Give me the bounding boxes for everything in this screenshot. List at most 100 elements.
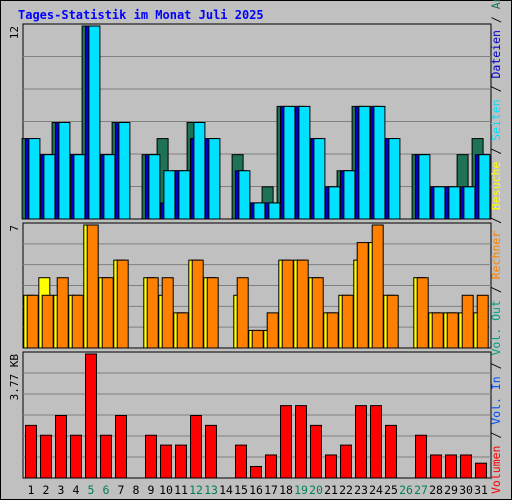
bar-seiten-day-24: [373, 105, 386, 220]
legend-entry: Dateien: [489, 30, 503, 78]
bar-rechner-day-2: [41, 294, 54, 349]
bar-volumen-day-4: [70, 434, 82, 479]
bar-volumen-day-29: [445, 454, 457, 479]
right-legend: Volumen / Vol. In / Vol. Out / Rechner /…: [489, 0, 503, 494]
x-tick-label: 28: [429, 483, 443, 497]
bar-rechner-day-11: [176, 312, 189, 349]
bar-seiten-day-29: [448, 186, 461, 220]
x-tick-label: 23: [354, 483, 368, 497]
bar-seiten-day-12: [193, 122, 206, 220]
bar-seiten-day-4: [73, 154, 86, 220]
bar-volumen-day-13: [205, 424, 217, 479]
bar-volumen-day-5: [85, 353, 97, 479]
x-tick-label: 16: [249, 483, 263, 497]
legend-entry: /: [489, 9, 503, 30]
bar-volumen-day-28: [430, 454, 442, 479]
x-tick-label: 14: [219, 483, 233, 497]
bar-seiten-day-30: [463, 186, 476, 220]
bar-rechner-day-20: [311, 277, 324, 349]
x-tick-label: 24: [369, 483, 383, 497]
bar-volumen-day-1: [25, 424, 37, 479]
bar-volumen-day-12: [190, 415, 202, 479]
bar-seiten-day-17: [268, 202, 281, 220]
bar-volumen-day-20: [310, 424, 322, 479]
bar-seiten-day-1: [28, 138, 41, 220]
y-max-label: 7: [8, 225, 21, 232]
bar-rechner-day-27: [416, 277, 429, 349]
x-tick-label: 22: [339, 483, 353, 497]
bar-rechner-day-7: [116, 259, 129, 349]
bar-seiten-day-21: [328, 186, 341, 220]
bar-seiten-day-27: [418, 154, 431, 220]
x-tick-label: 18: [279, 483, 293, 497]
x-tick-label: 5: [88, 483, 95, 497]
bar-volumen-day-18: [280, 405, 292, 479]
bar-volumen-day-27: [415, 434, 427, 479]
bar-volumen-day-9: [145, 434, 157, 479]
legend-entry: /: [489, 425, 503, 446]
bar-seiten-day-31: [478, 154, 491, 220]
bar-seiten-day-2: [43, 154, 56, 220]
bar-volumen-day-10: [160, 444, 172, 479]
bar-rechner-day-21: [326, 312, 339, 349]
bar-seiten-day-16: [253, 202, 266, 220]
bar-volumen-day-2: [40, 434, 52, 479]
bar-rechner-day-19: [296, 259, 309, 349]
bar-rechner-day-1: [26, 294, 39, 349]
bar-volumen-day-7: [115, 415, 127, 479]
bar-rechner-day-29: [446, 312, 459, 349]
x-tick-label: 7: [118, 483, 125, 497]
bar-seiten-day-13: [208, 138, 221, 220]
bar-seiten-day-18: [283, 105, 296, 220]
bar-rechner-day-24: [371, 224, 384, 349]
x-tick-label: 3: [58, 483, 65, 497]
bar-volumen-day-22: [340, 444, 352, 479]
bar-rechner-day-3: [56, 277, 69, 349]
x-tick-label: 8: [133, 483, 140, 497]
bar-rechner-day-6: [101, 277, 114, 349]
x-tick-label: 26: [399, 483, 413, 497]
legend-entry: Rechner: [489, 231, 503, 280]
bar-rechner-day-23: [356, 242, 369, 349]
bar-seiten-day-20: [313, 138, 326, 220]
x-tick-label: 31: [474, 483, 488, 497]
y-max-label: 3.77 KB: [8, 354, 21, 401]
x-tick-label: 15: [234, 483, 248, 497]
y-max-label: 12: [8, 26, 21, 39]
x-tick-label: 11: [174, 483, 188, 497]
x-tick-label: 10: [159, 483, 173, 497]
bar-volumen-day-19: [295, 405, 307, 479]
bar-seiten-day-3: [58, 122, 71, 220]
bar-seiten-day-25: [388, 138, 401, 220]
bar-rechner-day-4: [71, 294, 84, 349]
x-tick-label: 30: [459, 483, 473, 497]
bar-seiten-day-19: [298, 105, 311, 220]
legend-entry: Vol. In: [489, 376, 503, 424]
x-tick-label: 6: [103, 483, 110, 497]
bar-rechner-day-15: [236, 277, 249, 349]
x-tick-label: 2: [43, 483, 50, 497]
bar-volumen-day-6: [100, 434, 112, 479]
x-tick-label: 12: [189, 483, 203, 497]
x-tick-label: 13: [204, 483, 218, 497]
x-tick-label: 17: [264, 483, 278, 497]
bar-seiten-day-28: [433, 186, 446, 220]
x-tick-label: 20: [309, 483, 323, 497]
legend-entry: /: [489, 279, 503, 300]
bar-rechner-day-31: [476, 294, 489, 349]
bar-volumen-day-16: [250, 465, 262, 479]
panel-visits: 7: [8, 222, 492, 349]
bar-seiten-day-5: [88, 25, 101, 220]
legend-entry: /: [489, 79, 503, 100]
legend-entry: Seiten: [489, 99, 503, 141]
bar-volumen-day-30: [460, 454, 472, 479]
legend-entry: /: [489, 210, 503, 231]
panel-volume: 3.77 KB: [8, 351, 492, 479]
legend-entry: /: [489, 356, 503, 377]
bar-volumen-day-21: [325, 454, 337, 479]
legend-entry: /: [489, 141, 503, 162]
legend-entry: Besuche: [489, 162, 503, 211]
bar-volumen-day-3: [55, 415, 67, 479]
